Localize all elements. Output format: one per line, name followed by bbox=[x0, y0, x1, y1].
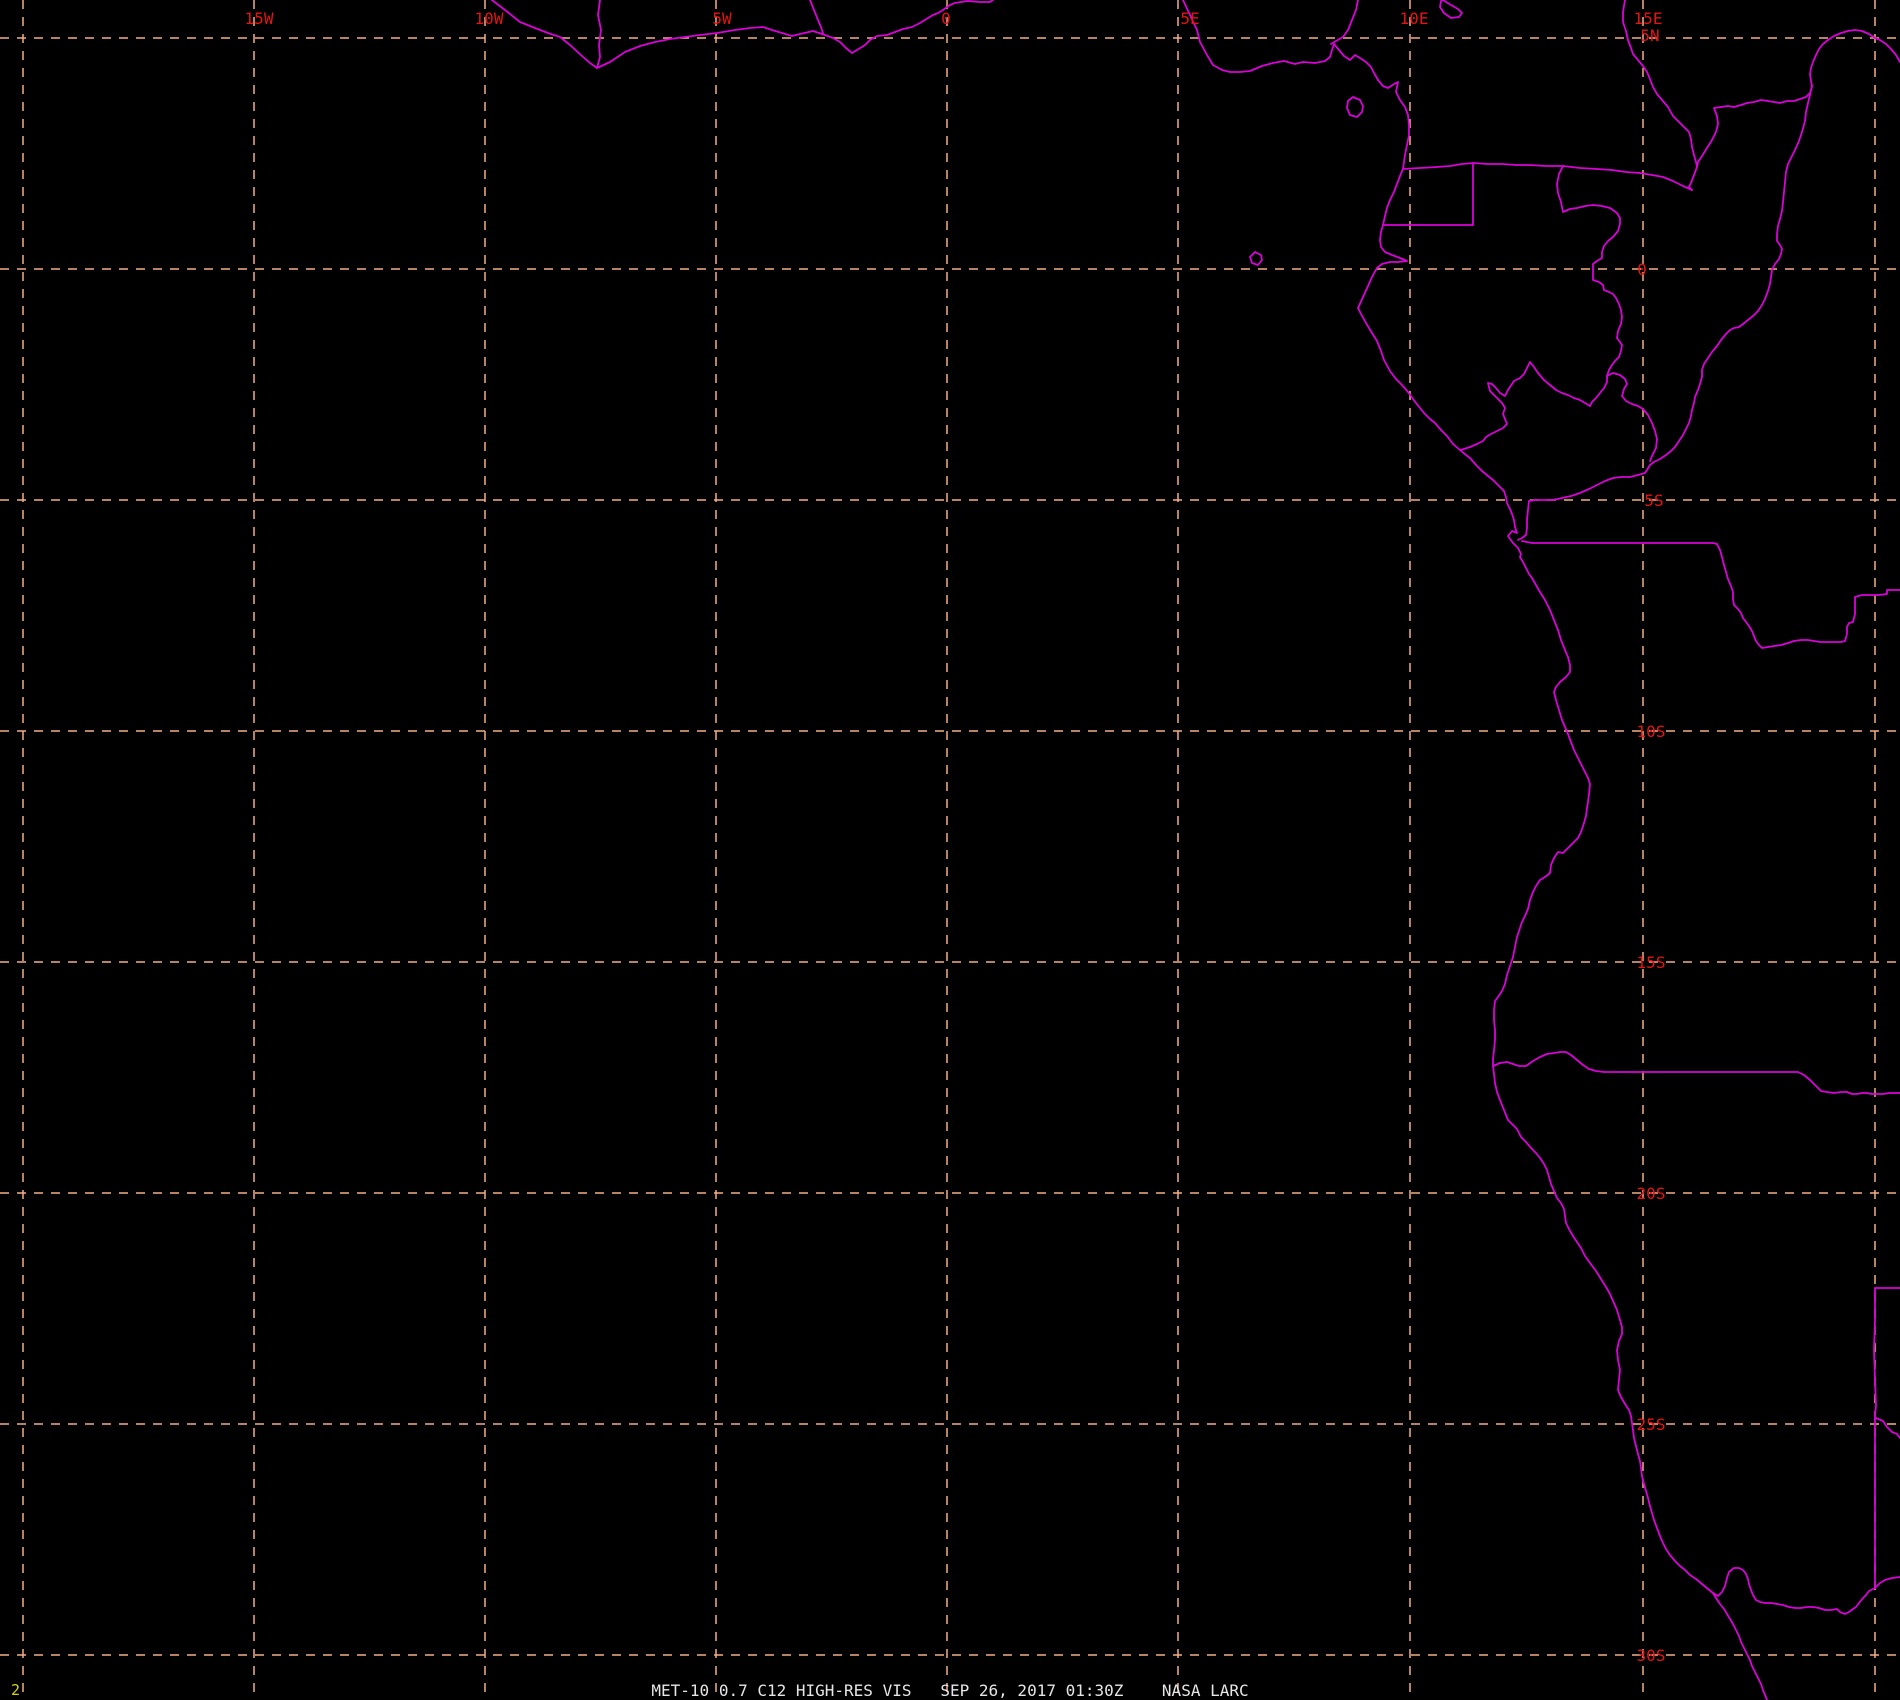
border-20e-spur bbox=[1875, 1417, 1900, 1439]
border-namibia-east-20e bbox=[1873, 1287, 1877, 1589]
latitude-label: 30S bbox=[1637, 1646, 1666, 1665]
longitude-label: 5E bbox=[1180, 9, 1199, 28]
border-orange-river bbox=[1712, 1567, 1900, 1615]
latitude-label: 25S bbox=[1637, 1415, 1666, 1434]
latitude-label: 5S bbox=[1644, 491, 1663, 510]
image-caption: MET-10 0.7 C12 HIGH-RES VIS SEP 26, 2017… bbox=[651, 1681, 1249, 1700]
border-ivorycoast-ghana bbox=[809, 0, 824, 34]
longitude-label: 15W bbox=[245, 9, 274, 28]
latitude-label: 15S bbox=[1637, 953, 1666, 972]
border-liberia-ivorycoast bbox=[596, 0, 602, 69]
frame-number: 2 bbox=[11, 1681, 21, 1699]
longitude-label: 10W bbox=[475, 9, 504, 28]
longitude-label: 10E bbox=[1400, 9, 1429, 28]
latitude-label: 10S bbox=[1637, 722, 1666, 741]
border-cameroon-car bbox=[1622, 0, 1698, 168]
coastline-nigeria-to-south-africa bbox=[1182, 0, 1768, 1700]
longitude-label: 0 bbox=[941, 9, 951, 28]
border-gabon-congo-east bbox=[1556, 165, 1623, 407]
latitude-label: 5N bbox=[1640, 26, 1659, 45]
latitude-label: 20S bbox=[1637, 1184, 1666, 1203]
border-congo-pool-link bbox=[1606, 372, 1658, 462]
border-congo-river-drc bbox=[1517, 84, 1813, 541]
island-sao-tome bbox=[1249, 251, 1263, 266]
border-angola-drc-south bbox=[1521, 540, 1900, 649]
border-ubangi-car-drc bbox=[1688, 29, 1900, 191]
border-nigeria-cameroon bbox=[1330, 0, 1359, 45]
longitude-label: 15E bbox=[1634, 9, 1663, 28]
longitude-label: 5W bbox=[712, 9, 732, 28]
island-bioko bbox=[1346, 96, 1364, 118]
lake-cameroon-highlands bbox=[1439, 0, 1463, 19]
border-angola-namibia bbox=[1492, 1051, 1900, 1095]
latitude-label: 0 bbox=[1637, 260, 1647, 279]
border-cameroon-south-chain bbox=[1402, 162, 1693, 191]
coastline-gulf-of-guinea-west bbox=[491, 0, 994, 69]
border-gabon-congo-inner bbox=[1459, 361, 1591, 451]
